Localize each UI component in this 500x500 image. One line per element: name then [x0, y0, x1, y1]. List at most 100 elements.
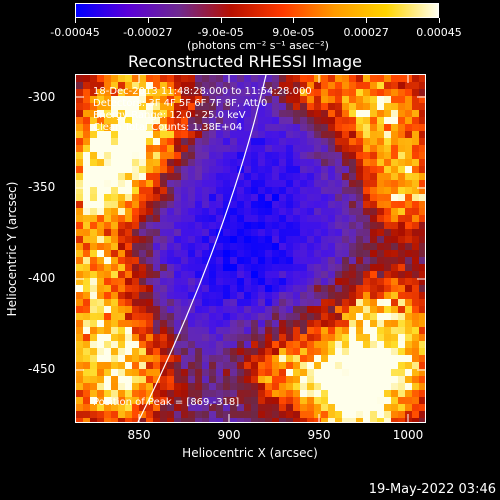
image-pixel — [174, 397, 181, 404]
image-pixel — [216, 166, 223, 173]
image-pixel — [153, 341, 160, 348]
image-pixel — [370, 257, 377, 264]
image-pixel — [293, 187, 300, 194]
image-pixel — [265, 271, 272, 278]
image-pixel — [335, 334, 342, 341]
image-pixel — [244, 166, 251, 173]
image-pixel — [181, 320, 188, 327]
image-pixel — [97, 320, 104, 327]
image-pixel — [153, 124, 160, 131]
image-pixel — [153, 292, 160, 299]
image-pixel — [139, 75, 146, 82]
image-pixel — [314, 250, 321, 257]
image-pixel — [377, 348, 384, 355]
image-pixel — [391, 236, 398, 243]
image-pixel — [419, 383, 425, 390]
image-pixel — [356, 187, 363, 194]
image-pixel — [405, 131, 412, 138]
image-pixel — [216, 243, 223, 250]
image-pixel — [398, 117, 405, 124]
image-pixel — [342, 131, 349, 138]
image-pixel — [265, 236, 272, 243]
image-pixel — [251, 264, 258, 271]
image-pixel — [167, 404, 174, 411]
image-pixel — [342, 271, 349, 278]
image-pixel — [405, 173, 412, 180]
image-pixel — [384, 222, 391, 229]
image-pixel — [167, 271, 174, 278]
image-pixel — [97, 117, 104, 124]
image-pixel — [209, 404, 216, 411]
image-pixel — [349, 124, 356, 131]
image-pixel — [181, 124, 188, 131]
image-pixel — [412, 390, 419, 397]
image-pixel — [139, 341, 146, 348]
image-pixel — [398, 313, 405, 320]
image-pixel — [76, 208, 83, 215]
image-pixel — [398, 355, 405, 362]
image-pixel — [405, 404, 412, 411]
image-pixel — [398, 369, 405, 376]
image-pixel — [237, 355, 244, 362]
image-pixel — [384, 131, 391, 138]
image-pixel — [118, 348, 125, 355]
image-pixel — [111, 264, 118, 271]
image-pixel — [195, 348, 202, 355]
image-pixel — [139, 110, 146, 117]
image-pixel — [258, 103, 265, 110]
image-pixel — [118, 362, 125, 369]
image-pixel — [377, 166, 384, 173]
image-pixel — [160, 271, 167, 278]
image-pixel — [314, 418, 321, 422]
image-pixel — [209, 376, 216, 383]
image-pixel — [195, 229, 202, 236]
image-pixel — [181, 348, 188, 355]
image-pixel — [167, 313, 174, 320]
image-pixel — [160, 75, 167, 82]
image-pixel — [398, 418, 405, 422]
image-pixel — [307, 229, 314, 236]
image-pixel — [188, 159, 195, 166]
image-pixel — [272, 320, 279, 327]
image-pixel — [237, 383, 244, 390]
image-pixel — [349, 208, 356, 215]
image-pixel — [286, 215, 293, 222]
image-pixel — [384, 327, 391, 334]
image-pixel — [188, 82, 195, 89]
colorbar-tick — [220, 18, 222, 23]
image-pixel — [118, 243, 125, 250]
image-pixel — [363, 355, 370, 362]
image-pixel — [209, 299, 216, 306]
image-pixel — [97, 257, 104, 264]
image-pixel — [83, 404, 90, 411]
image-pixel — [230, 208, 237, 215]
image-pixel — [237, 397, 244, 404]
image-pixel — [356, 383, 363, 390]
image-pixel — [83, 257, 90, 264]
image-pixel — [272, 264, 279, 271]
image-pixel — [265, 334, 272, 341]
image-pixel — [370, 215, 377, 222]
image-pixel — [202, 355, 209, 362]
image-pixel — [342, 250, 349, 257]
image-pixel — [111, 124, 118, 131]
image-pixel — [307, 215, 314, 222]
image-pixel — [83, 131, 90, 138]
image-pixel — [216, 215, 223, 222]
image-pixel — [419, 117, 425, 124]
image-pixel — [405, 362, 412, 369]
image-pixel — [104, 236, 111, 243]
image-pixel — [377, 173, 384, 180]
image-pixel — [286, 201, 293, 208]
image-pixel — [286, 145, 293, 152]
image-pixel — [181, 271, 188, 278]
image-pixel — [125, 222, 132, 229]
image-pixel — [125, 341, 132, 348]
image-pixel — [398, 292, 405, 299]
image-pixel — [286, 299, 293, 306]
image-pixel — [272, 152, 279, 159]
image-pixel — [111, 131, 118, 138]
image-pixel — [104, 285, 111, 292]
image-pixel — [181, 341, 188, 348]
image-pixel — [335, 138, 342, 145]
